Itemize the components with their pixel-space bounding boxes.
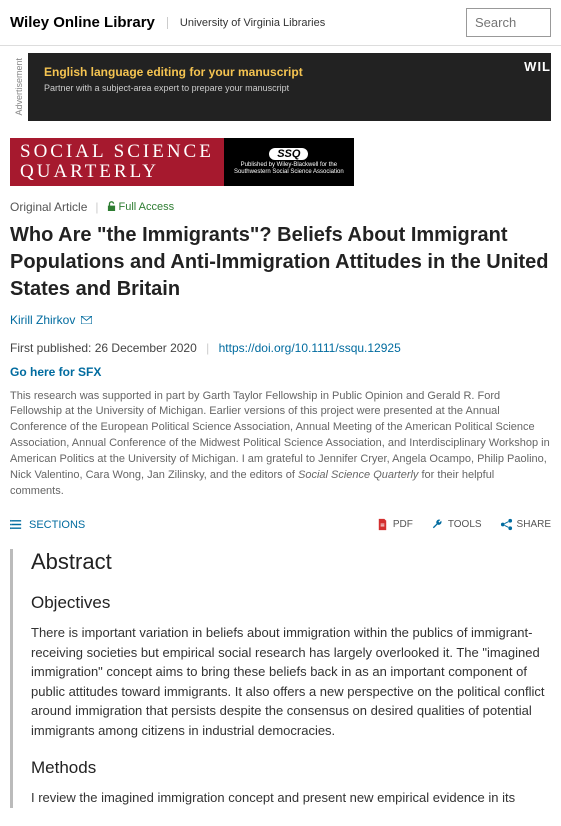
sfx-link[interactable]: Go here for SFX	[10, 365, 101, 379]
ack-text1: This research was supported in part by G…	[10, 390, 550, 482]
pdf-icon	[376, 518, 389, 531]
article-title: Who Are "the Immigrants"? Beliefs About …	[10, 222, 551, 303]
email-icon[interactable]	[81, 316, 92, 324]
pub-date: 26 December 2020	[95, 341, 197, 355]
author-block: Kirill Zhirkov	[10, 313, 551, 327]
pdf-button[interactable]: PDF	[376, 518, 413, 531]
article-toolbar: SECTIONS PDF TOOLS SHARE	[10, 518, 551, 531]
meta-divider: |	[95, 200, 98, 214]
page-header: Wiley Online Library University of Virgi…	[0, 0, 561, 46]
pub-divider: |	[206, 341, 209, 355]
journal-name: SOCIAL SCIENCE QUARTERLY	[10, 138, 224, 186]
methods-heading: Methods	[31, 758, 551, 778]
journal-line2: QUARTERLY	[20, 162, 214, 182]
publication-info: First published: 26 December 2020 | http…	[10, 341, 551, 355]
ad-brand: WIL	[524, 59, 551, 74]
objectives-text: There is important variation in beliefs …	[31, 623, 551, 740]
ssq-subtitle: Published by Wiley-Blackwell for the Sou…	[232, 162, 346, 175]
acknowledgment: This research was supported in part by G…	[10, 389, 551, 501]
ad-banner[interactable]: English language editing for your manusc…	[28, 53, 551, 121]
ack-journal: Social Science Quarterly	[298, 469, 418, 481]
search-box	[466, 8, 551, 37]
pdf-label: PDF	[393, 519, 413, 530]
pub-label: First published:	[10, 341, 91, 355]
tools-button[interactable]: TOOLS	[431, 518, 482, 531]
access-label: Full Access	[119, 201, 175, 213]
ssq-icon: SSQ	[269, 148, 308, 160]
ad-title: English language editing for your manusc…	[44, 65, 535, 79]
share-label: SHARE	[517, 519, 551, 530]
unlock-icon	[107, 201, 116, 212]
journal-badge: SSQ Published by Wiley-Blackwell for the…	[224, 138, 354, 186]
objectives-heading: Objectives	[31, 593, 551, 613]
journal-banner[interactable]: SOCIAL SCIENCE QUARTERLY SSQ Published b…	[10, 138, 551, 186]
doi-link[interactable]: https://doi.org/10.1111/ssqu.12925	[219, 341, 401, 355]
ad-label: Advertisement	[10, 52, 28, 122]
wrench-icon	[431, 518, 444, 531]
access-badge: Full Access	[107, 201, 175, 213]
author-link[interactable]: Kirill Zhirkov	[10, 313, 75, 327]
sfx-row: Go here for SFX	[10, 365, 551, 379]
share-icon	[500, 518, 513, 531]
toolbar-right: PDF TOOLS SHARE	[376, 518, 551, 531]
tools-label: TOOLS	[448, 519, 482, 530]
sections-button[interactable]: SECTIONS	[29, 519, 85, 531]
sections-icon	[10, 518, 23, 531]
article-meta: Original Article | Full Access	[10, 200, 551, 214]
institution-name: University of Virginia Libraries	[167, 17, 325, 29]
journal-line1: SOCIAL SCIENCE	[20, 142, 214, 162]
article-content: Abstract Objectives There is important v…	[10, 549, 551, 808]
methods-text: I review the imagined immigration concep…	[31, 788, 551, 808]
ad-subtitle: Partner with a subject-area expert to pr…	[44, 83, 535, 93]
abstract-heading: Abstract	[31, 549, 551, 575]
advertisement-container: Advertisement English language editing f…	[10, 52, 551, 122]
share-button[interactable]: SHARE	[500, 518, 551, 531]
article-type: Original Article	[10, 200, 87, 214]
wiley-logo[interactable]: Wiley Online Library	[10, 14, 155, 31]
search-input[interactable]	[466, 8, 551, 37]
